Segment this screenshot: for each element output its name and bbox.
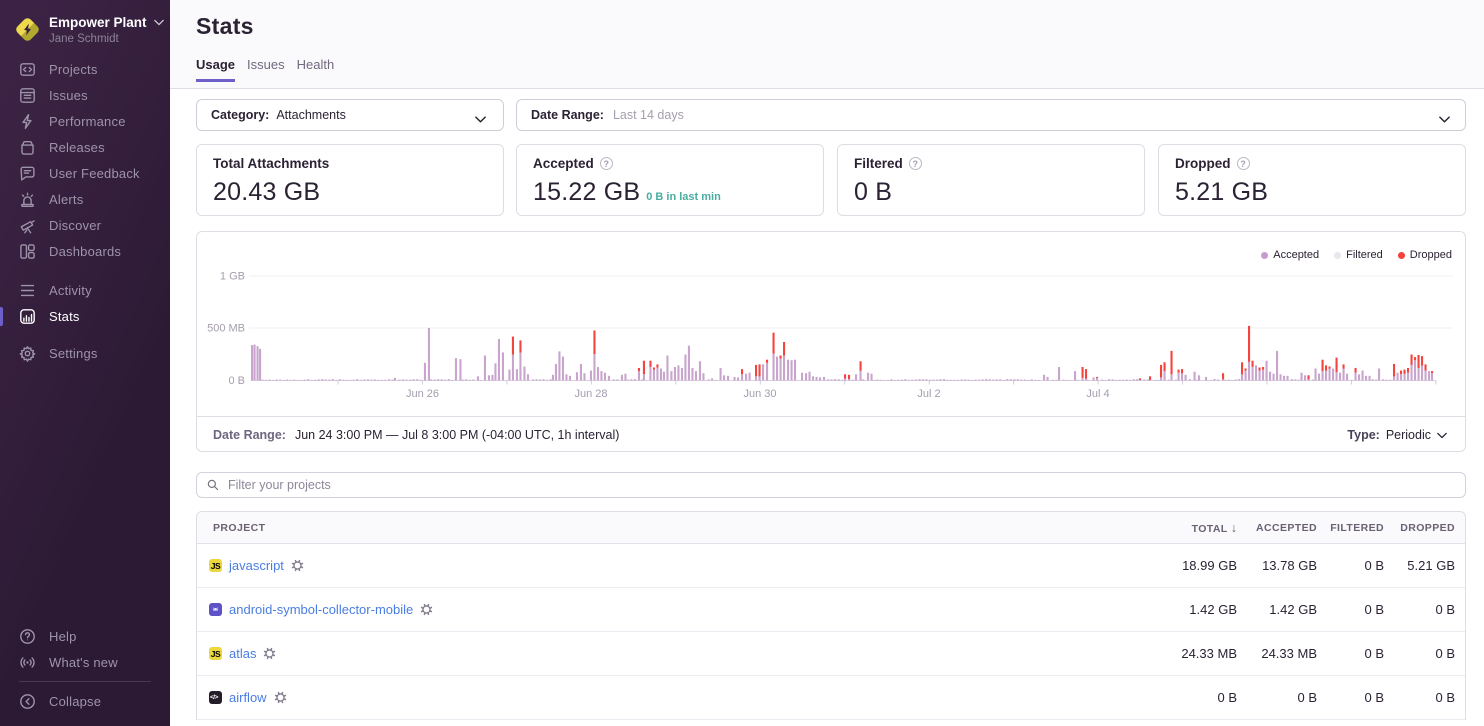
svg-text:Jun 26: Jun 26 — [406, 388, 439, 400]
svg-text:1 GB: 1 GB — [220, 271, 245, 283]
svg-text:500 MB: 500 MB — [207, 323, 245, 335]
svg-text:Jun 28: Jun 28 — [574, 388, 607, 400]
svg-text:0 B: 0 B — [228, 375, 245, 387]
svg-text:Jul 2: Jul 2 — [917, 388, 940, 400]
svg-text:Jul 4: Jul 4 — [1086, 388, 1109, 400]
svg-text:Jun 30: Jun 30 — [743, 388, 776, 400]
